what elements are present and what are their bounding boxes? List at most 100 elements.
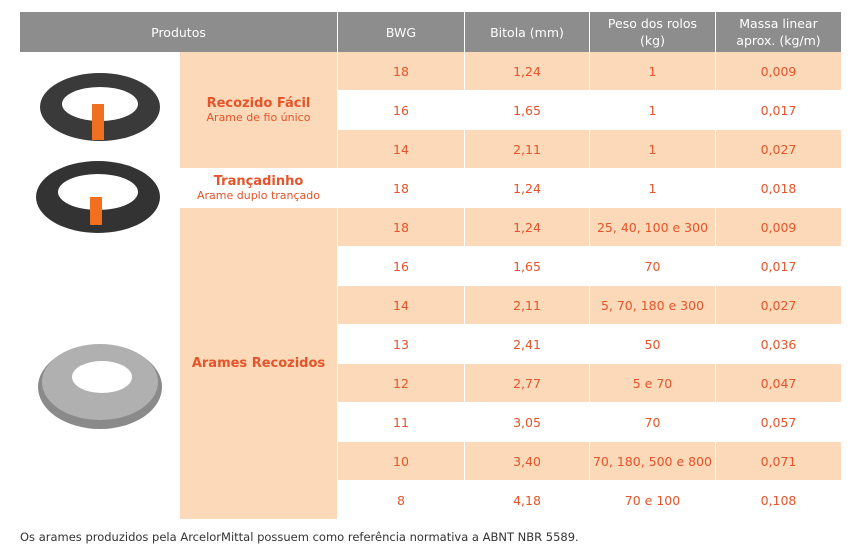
cell-text: 1 xyxy=(648,141,657,157)
cell-text: 1 xyxy=(648,102,657,118)
cell-text: 0,036 xyxy=(760,336,797,352)
data-cell: 1,24 xyxy=(465,52,590,91)
data-cell: 1,65 xyxy=(465,247,590,286)
product-cell: Trançadinho Arame duplo trançado xyxy=(180,169,338,208)
header-text: BWG xyxy=(385,24,417,40)
cell-text: 0,009 xyxy=(760,63,797,79)
cell-text: 70, 180, 500 e 800 xyxy=(592,453,712,469)
data-cell: 0,036 xyxy=(716,325,842,364)
data-cell: 18 xyxy=(338,52,465,91)
data-cell: 1 xyxy=(590,130,716,169)
data-cell: 10 xyxy=(338,442,465,481)
data-cell: 18 xyxy=(338,169,465,208)
cell-text: 0,027 xyxy=(760,141,797,157)
data-cell: 11 xyxy=(338,403,465,442)
header-cell: BWG xyxy=(338,12,465,52)
cell-text: 14 xyxy=(393,297,409,313)
data-cell: 1 xyxy=(590,52,716,91)
cell-text: 2,41 xyxy=(513,336,541,352)
cell-text: 18 xyxy=(393,63,409,79)
data-cell: 0,009 xyxy=(716,208,842,247)
cell-text: 0,071 xyxy=(760,453,797,469)
data-cell: 0,018 xyxy=(716,169,842,208)
coil-2 xyxy=(36,161,160,233)
cell-text: 0,057 xyxy=(760,414,797,430)
cell-text: 5, 70, 180 e 300 xyxy=(600,297,705,313)
cell-text: 2,77 xyxy=(513,375,541,391)
data-cell: 13 xyxy=(338,325,465,364)
footnote: Os arames produzidos pela ArcelorMittal … xyxy=(20,530,579,544)
cell-text: 8 xyxy=(397,492,405,508)
cell-text: 5 e 70 xyxy=(632,375,673,391)
data-cell: 4,18 xyxy=(465,481,590,520)
coil-3 xyxy=(38,344,162,429)
cell-text: 70 xyxy=(644,414,661,430)
data-cell: 0,071 xyxy=(716,442,842,481)
cell-text: 3,40 xyxy=(513,453,541,469)
data-cell: 0,017 xyxy=(716,247,842,286)
data-cell: 2,11 xyxy=(465,286,590,325)
data-cell: 0,017 xyxy=(716,91,842,130)
data-cell: 70 e 100 xyxy=(590,481,716,520)
product-cell: Arames Recozidos xyxy=(180,208,338,520)
data-cell: 18 xyxy=(338,208,465,247)
cell-text: 1,65 xyxy=(513,102,541,118)
data-cell: 0,108 xyxy=(716,481,842,520)
cell-text: 11 xyxy=(393,414,409,430)
data-cell: 5, 70, 180 e 300 xyxy=(590,286,716,325)
data-cell: 1,65 xyxy=(465,91,590,130)
data-cell: 2,11 xyxy=(465,130,590,169)
data-cell: 0,057 xyxy=(716,403,842,442)
cell-text: 0,017 xyxy=(760,102,797,118)
data-cell: 3,05 xyxy=(465,403,590,442)
cell-text: 16 xyxy=(393,258,409,274)
cell-text: 1,24 xyxy=(513,219,541,235)
data-cell: 14 xyxy=(338,286,465,325)
cell-text: 18 xyxy=(393,219,409,235)
header-cell: Peso dos rolos (kg) xyxy=(590,12,716,52)
header-text: Bitola (mm) xyxy=(490,24,564,40)
cell-text: 0,017 xyxy=(760,258,797,274)
cell-text: 50 xyxy=(644,336,661,352)
cell-text: 1 xyxy=(648,180,657,196)
product-name: Arames Recozidos xyxy=(191,356,326,371)
cell-text: 14 xyxy=(393,141,409,157)
data-cell: 8 xyxy=(338,481,465,520)
header-text: aprox. (kg/m) xyxy=(736,33,821,48)
product-subtitle: Arame de fio único xyxy=(206,111,311,124)
data-cell: 70 xyxy=(590,247,716,286)
data-cell: 2,41 xyxy=(465,325,590,364)
cell-text: 13 xyxy=(393,336,409,352)
cell-text: 1,24 xyxy=(513,63,541,79)
cell-text: 1 xyxy=(648,63,657,79)
cell-text: 2,11 xyxy=(513,297,541,313)
cell-text: 1,24 xyxy=(513,180,541,196)
product-name: Trançadinho xyxy=(213,174,304,189)
data-cell: 14 xyxy=(338,130,465,169)
data-cell: 0,047 xyxy=(716,364,842,403)
data-cell: 16 xyxy=(338,91,465,130)
cell-text: 1,65 xyxy=(513,258,541,274)
cell-text: 3,05 xyxy=(513,414,541,430)
data-cell: 3,40 xyxy=(465,442,590,481)
product-cell: Recozido Fácil Arame de fio único xyxy=(180,52,338,169)
cell-text: 0,047 xyxy=(760,375,797,391)
data-cell: 0,027 xyxy=(716,286,842,325)
header-text: Peso dos rolos xyxy=(607,16,698,31)
cell-text: 18 xyxy=(393,180,409,196)
data-cell: 16 xyxy=(338,247,465,286)
header-cell: Massa linear aprox. (kg/m) xyxy=(716,12,842,52)
data-cell: 1 xyxy=(590,169,716,208)
data-cell: 25, 40, 100 e 300 xyxy=(590,208,716,247)
cell-text: 70 e 100 xyxy=(624,492,681,508)
data-cell: 1,24 xyxy=(465,169,590,208)
data-cell: 5 e 70 xyxy=(590,364,716,403)
data-cell: 1,24 xyxy=(465,208,590,247)
data-cell: 0,009 xyxy=(716,52,842,91)
product-name: Recozido Fácil xyxy=(206,96,311,111)
data-cell: 0,027 xyxy=(716,130,842,169)
cell-text: 2,11 xyxy=(513,141,541,157)
cell-text: 0,027 xyxy=(760,297,797,313)
cell-text: 10 xyxy=(393,453,409,469)
cell-text: 12 xyxy=(393,375,409,391)
